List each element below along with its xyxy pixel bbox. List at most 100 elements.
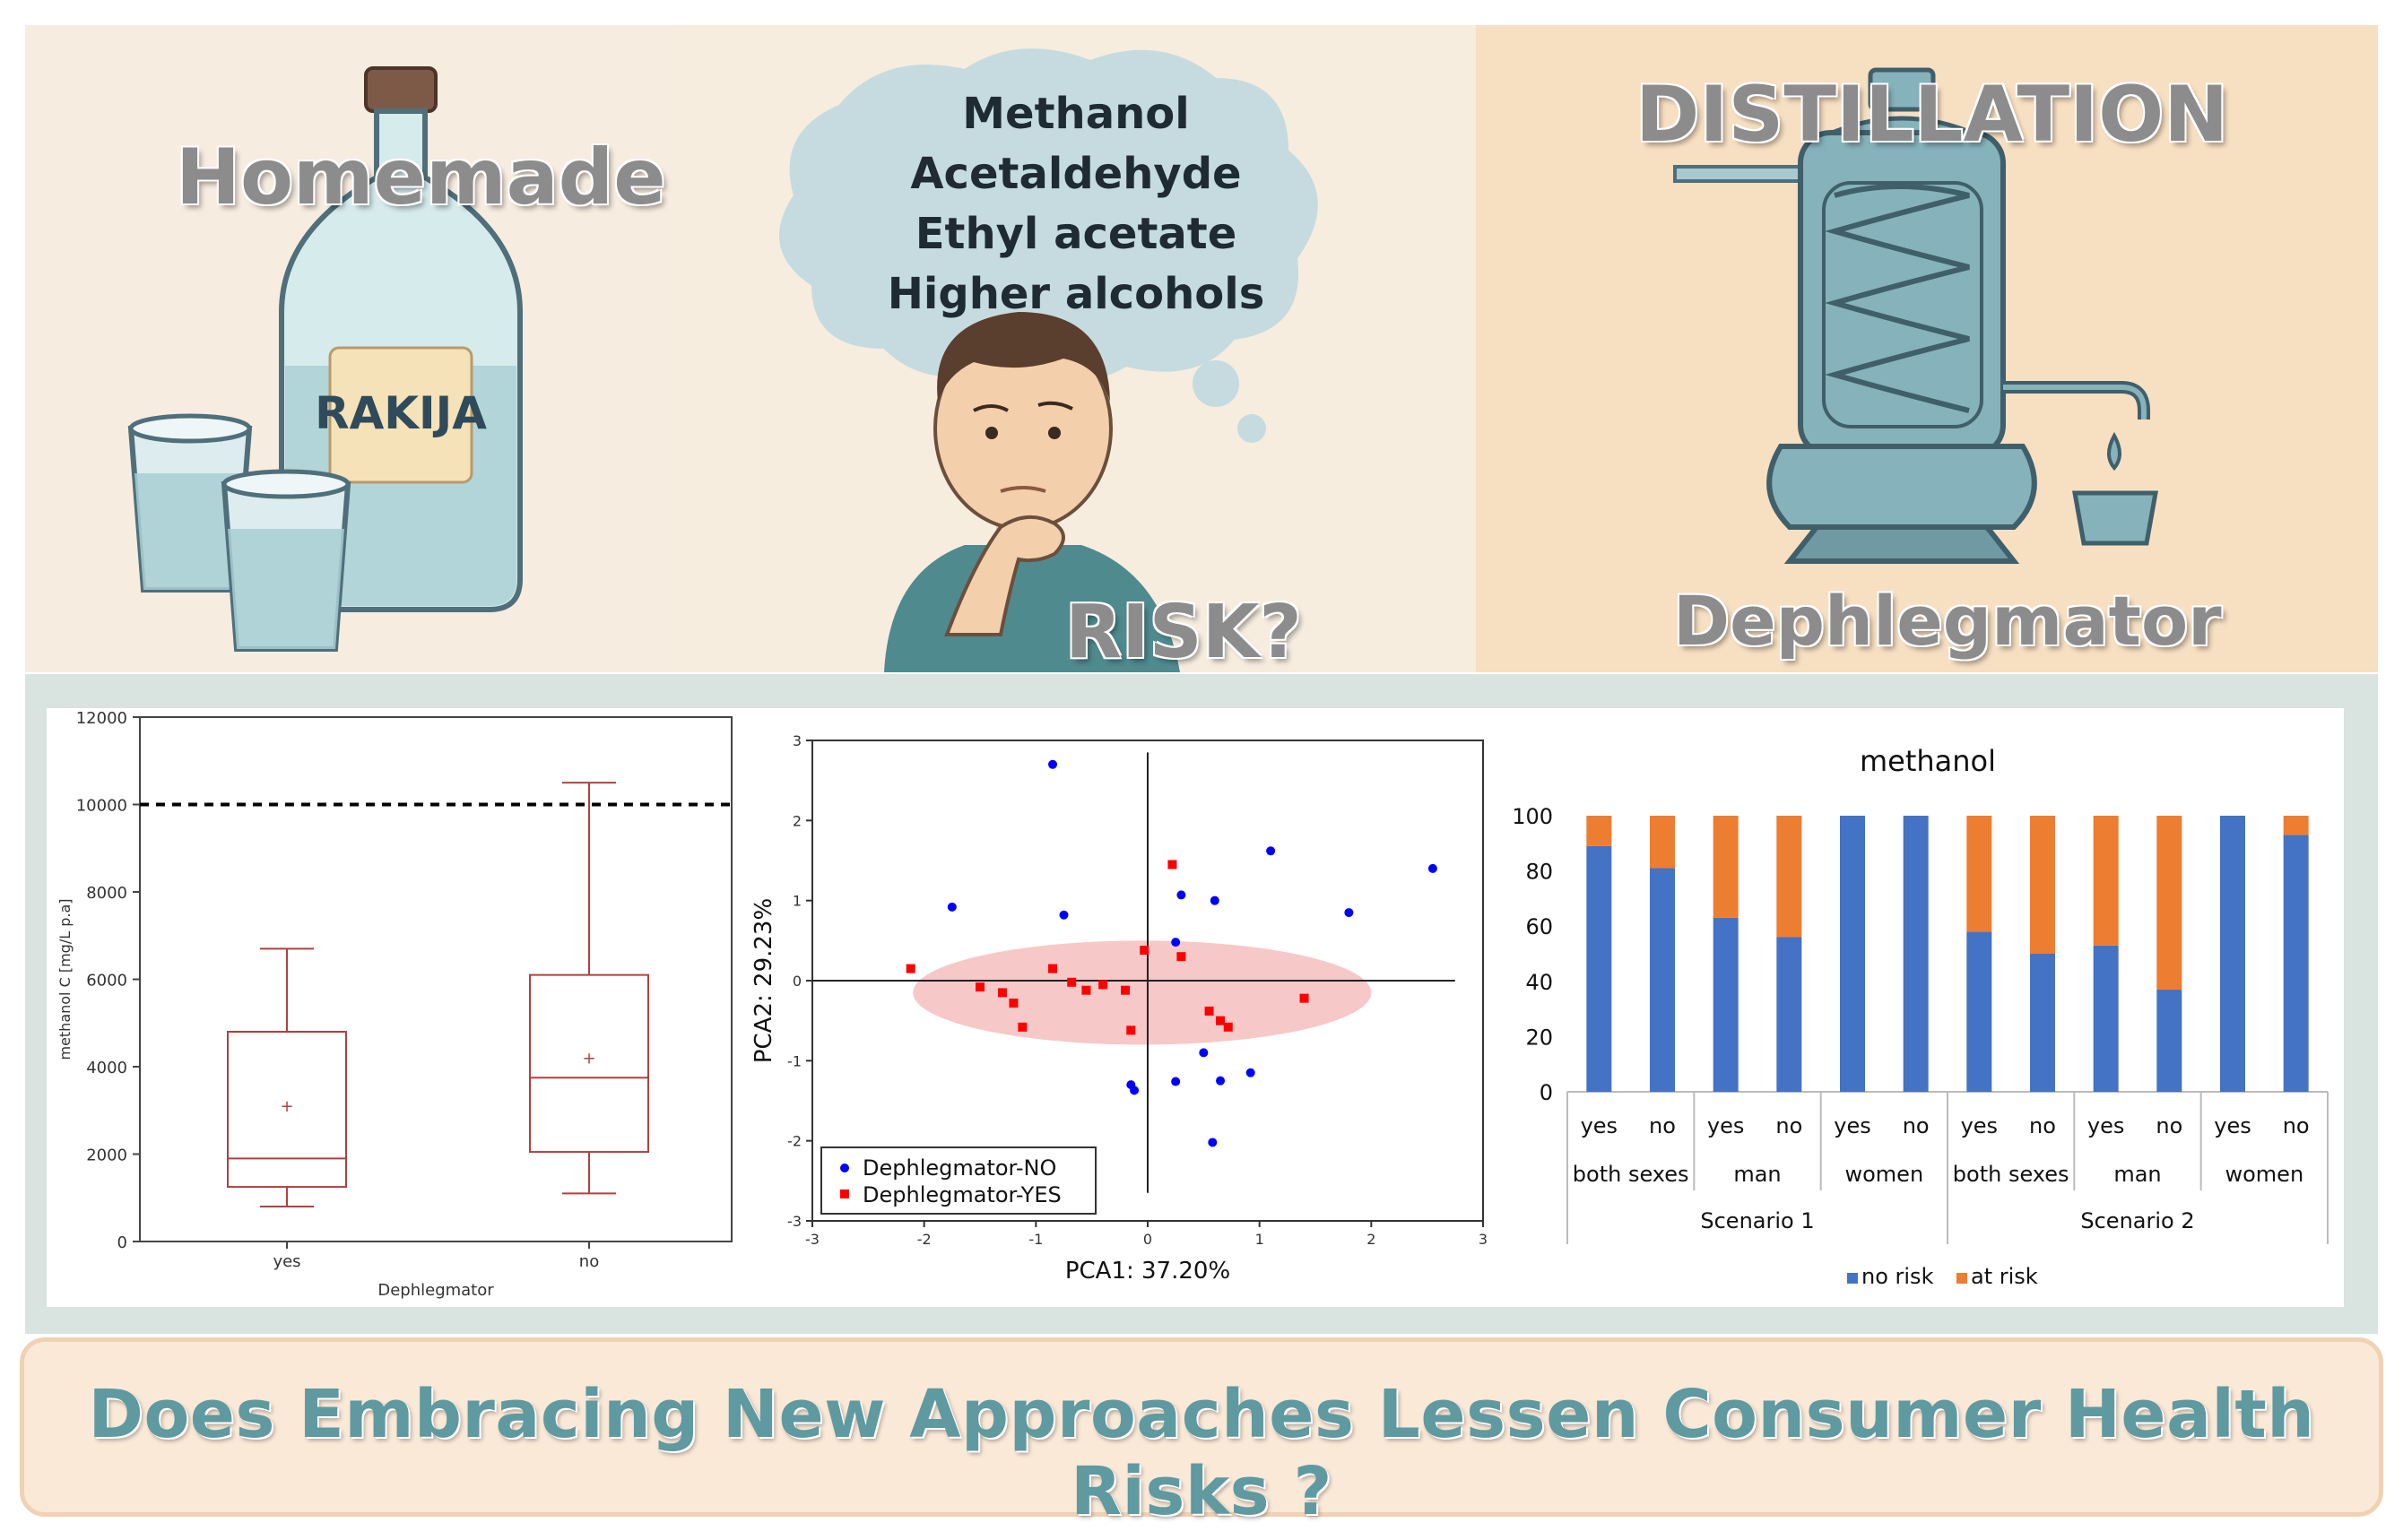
compound-ethyl-acetate: Ethyl acetate (915, 209, 1237, 259)
x-tick-label: 3 (1479, 1231, 1488, 1248)
x-tick-label: 1 (1255, 1231, 1264, 1248)
y-tick-label: 2 (793, 812, 802, 829)
banner-question: Does Embracing New Approaches Lessen Con… (88, 1376, 2315, 1530)
point-dephlegmator-no (1208, 1138, 1218, 1147)
y-tick-label: 40 (1525, 970, 1553, 995)
y-tick-label: 0 (1540, 1080, 1553, 1105)
y-tick-label: -2 (787, 1133, 802, 1150)
y-tick-label: 0 (117, 1233, 127, 1252)
rakija-bottle-illustration: RAKIJA (127, 66, 523, 652)
point-dephlegmator-no (1130, 1086, 1140, 1095)
scenario-label: Scenario 1 (1700, 1208, 1814, 1233)
bar-at-risk (1650, 816, 1675, 869)
x-category-label: no (1903, 1113, 1930, 1138)
point-dephlegmator-yes (976, 982, 985, 992)
group-label: man (1733, 1162, 1781, 1187)
point-dephlegmator-no (1216, 1076, 1226, 1086)
y-tick-label: 20 (1525, 1025, 1553, 1050)
x-category-label: yes (2214, 1113, 2251, 1138)
thought-compound-list: Methanol Acetaldehyde Ethyl acetate High… (807, 84, 1345, 324)
point-dephlegmator-no (1266, 846, 1276, 856)
point-dephlegmator-no (1171, 938, 1181, 947)
point-dephlegmator-no (1344, 908, 1354, 918)
x-tick-label: no (579, 1252, 599, 1271)
point-dephlegmator-yes (1121, 985, 1131, 995)
bar-no-risk (1586, 845, 1612, 1092)
point-dephlegmator-no (1059, 910, 1069, 920)
y-tick-label: 100 (1512, 804, 1553, 829)
x-tick-label: yes (273, 1252, 300, 1271)
point-dephlegmator-yes (1098, 980, 1108, 990)
x-category-label: no (2156, 1113, 2182, 1138)
group-label: both sexes (1953, 1162, 2069, 1187)
point-dephlegmator-yes (1126, 1025, 1136, 1035)
point-dephlegmator-yes (1167, 860, 1177, 869)
point-dephlegmator-no (1245, 1068, 1255, 1077)
group-label: women (1844, 1162, 1923, 1187)
point-dephlegmator-yes (1299, 993, 1309, 1003)
point-dephlegmator-no (1199, 1048, 1209, 1058)
compound-acetaldehyde: Acetaldehyde (910, 149, 1242, 199)
bar-no-risk (1840, 816, 1865, 1092)
distillation-still-illustration (1673, 67, 2158, 564)
scenario-label: Scenario 2 (2080, 1208, 2194, 1233)
bar-no-risk (1966, 931, 1992, 1092)
legend-label-at-risk: at risk (1971, 1264, 2038, 1289)
bar-at-risk (2283, 816, 2309, 835)
bar-at-risk (1586, 816, 1612, 846)
point-dephlegmator-yes (1216, 1016, 1226, 1025)
bar-at-risk (1966, 816, 1992, 932)
homemade-label: Homemade (176, 133, 666, 222)
y-tick-label: 8000 (86, 884, 127, 903)
legend-box (820, 1146, 1097, 1215)
point-dephlegmator-no (1427, 863, 1437, 873)
legend-marker-no (840, 1164, 849, 1172)
y-tick-label: 6000 (86, 972, 127, 991)
point-dephlegmator-no (947, 902, 957, 912)
bar-no-risk (2220, 816, 2245, 1092)
y-tick-label: 12000 (76, 709, 127, 728)
x-category-label: no (2029, 1113, 2056, 1138)
x-category-label: no (1649, 1113, 1676, 1138)
point-dephlegmator-no (1176, 890, 1186, 900)
point-dephlegmator-yes (1067, 977, 1077, 987)
legend-label-no-risk: no risk (1861, 1264, 1934, 1289)
point-dephlegmator-no (1210, 895, 1219, 905)
legend-swatch-no-risk (1847, 1273, 1858, 1284)
x-axis-label: Dephlegmator (377, 1281, 494, 1300)
y-tick-label: 2000 (86, 1146, 127, 1165)
x-category-label: no (1775, 1113, 1802, 1138)
bar-no-risk (2030, 954, 2055, 1092)
x-category-label: yes (2087, 1113, 2124, 1138)
x-tick-label: 0 (1143, 1231, 1152, 1248)
bar-no-risk (2093, 945, 2119, 1092)
group-label: both sexes (1573, 1162, 1689, 1187)
y-tick-label: -3 (787, 1213, 802, 1230)
methanol-risk-bar-chart: methanol 0 20 40 60 80 100 yes no yes no yes no yes no… (1512, 744, 2329, 1289)
y-tick-label: 10000 (76, 797, 127, 816)
y-axis-label: PCA2: 29.23% (750, 898, 777, 1063)
y-tick-label: 80 (1525, 860, 1553, 885)
x-tick-label: -2 (917, 1231, 932, 1248)
x-category-label: yes (1834, 1113, 1870, 1138)
bar-no-risk (2156, 990, 2182, 1092)
point-dephlegmator-yes (1223, 1022, 1233, 1032)
y-tick-label: 0 (793, 973, 802, 990)
box-mean-marker: + (280, 1097, 293, 1116)
x-tick-label: 2 (1366, 1231, 1375, 1248)
bar-no-risk (2283, 835, 2309, 1092)
bar-at-risk (2093, 816, 2119, 946)
group-label: women (2225, 1162, 2303, 1187)
group-label: man (2113, 1162, 2161, 1187)
x-category-label: yes (1961, 1113, 1998, 1138)
bar-no-risk (1776, 937, 1802, 1092)
point-dephlegmator-yes (1081, 985, 1091, 995)
point-dephlegmator-yes (1140, 946, 1149, 956)
y-tick-label: 1 (793, 893, 802, 910)
y-tick-label: 60 (1525, 914, 1553, 939)
bottle-label: RAKIJA (315, 387, 487, 439)
y-tick-label: -1 (787, 1052, 802, 1069)
compound-methanol: Methanol (962, 89, 1190, 139)
bar-at-risk (2156, 816, 2182, 991)
question-banner (20, 1337, 2383, 1517)
